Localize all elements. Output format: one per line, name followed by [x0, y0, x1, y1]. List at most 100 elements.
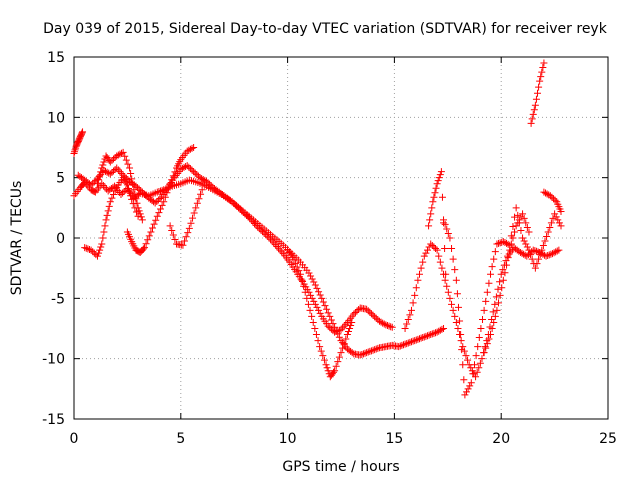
data-point — [130, 186, 138, 194]
data-point — [106, 198, 114, 206]
y-tick-label: -15 — [42, 412, 65, 428]
data-point — [482, 344, 490, 352]
data-point — [122, 156, 130, 164]
data-point — [114, 166, 122, 174]
data-point — [335, 333, 343, 341]
data-point — [318, 294, 326, 302]
data-point — [444, 288, 452, 296]
data-point — [230, 199, 238, 207]
data-point — [377, 318, 385, 326]
data-point — [382, 321, 390, 329]
data-point — [451, 312, 459, 320]
data-point — [99, 182, 107, 190]
data-point — [188, 144, 196, 152]
x-tick-label: 0 — [70, 431, 79, 447]
data-point — [487, 270, 495, 278]
data-point — [531, 101, 539, 109]
data-point — [198, 175, 206, 183]
data-point — [537, 73, 545, 81]
data-point — [509, 234, 517, 242]
data-point — [493, 240, 501, 248]
data-point — [443, 282, 451, 290]
data-point — [323, 364, 331, 372]
data-point — [337, 349, 345, 357]
data-point — [327, 316, 335, 324]
data-point — [407, 306, 415, 314]
data-point — [440, 216, 448, 224]
series-track-a — [70, 128, 87, 158]
data-point — [364, 348, 372, 356]
data-point — [485, 335, 493, 343]
data-point — [473, 368, 481, 376]
data-point — [116, 168, 124, 176]
data-point — [263, 232, 271, 240]
y-tick-label: 10 — [47, 110, 65, 126]
data-point — [250, 220, 258, 228]
data-point — [512, 204, 520, 212]
data-point — [340, 322, 348, 330]
data-point — [183, 162, 191, 170]
data-point — [479, 315, 487, 323]
data-point — [428, 330, 436, 338]
data-point — [403, 340, 411, 348]
data-point — [117, 191, 125, 199]
data-point — [140, 190, 148, 198]
data-point — [124, 185, 132, 193]
data-point — [501, 239, 509, 247]
data-point — [425, 331, 433, 339]
data-point — [119, 148, 127, 156]
data-point — [163, 189, 171, 197]
data-point — [430, 243, 438, 251]
data-point — [375, 317, 383, 325]
data-point — [236, 205, 244, 213]
data-point — [518, 249, 526, 257]
data-point — [552, 213, 560, 221]
data-point — [504, 254, 512, 262]
series-track-l — [480, 210, 533, 357]
data-point — [515, 216, 523, 224]
data-point — [495, 299, 503, 307]
data-point — [342, 320, 350, 328]
data-point — [187, 219, 195, 227]
data-point — [133, 199, 141, 207]
data-point — [491, 248, 499, 256]
data-point — [177, 165, 185, 173]
x-tick-label: 20 — [492, 431, 510, 447]
data-point — [456, 317, 464, 325]
data-point — [417, 334, 425, 342]
data-point — [78, 129, 86, 137]
data-point — [520, 237, 528, 245]
data-point — [315, 306, 323, 314]
data-point — [247, 216, 255, 224]
data-point — [96, 246, 104, 254]
data-point — [531, 247, 539, 255]
data-point — [268, 237, 276, 245]
data-point — [138, 188, 146, 196]
data-point — [543, 190, 551, 198]
data-point — [543, 232, 551, 240]
data-point — [152, 216, 160, 224]
data-point — [168, 176, 176, 184]
data-point — [82, 244, 90, 252]
data-point — [490, 318, 498, 326]
data-point — [398, 341, 406, 349]
data-point — [396, 342, 404, 350]
data-point — [121, 177, 129, 185]
data-point — [448, 245, 456, 253]
data-point — [271, 241, 279, 249]
data-point — [351, 309, 359, 317]
data-point — [193, 171, 201, 179]
data-point — [483, 288, 491, 296]
data-point — [443, 225, 451, 233]
data-point — [363, 349, 371, 357]
data-point — [430, 193, 438, 201]
data-point — [139, 245, 147, 253]
data-point — [101, 222, 109, 230]
data-point — [409, 337, 417, 345]
data-point — [548, 250, 556, 258]
data-point — [385, 322, 393, 330]
data-point — [544, 251, 552, 259]
data-point — [424, 246, 432, 254]
